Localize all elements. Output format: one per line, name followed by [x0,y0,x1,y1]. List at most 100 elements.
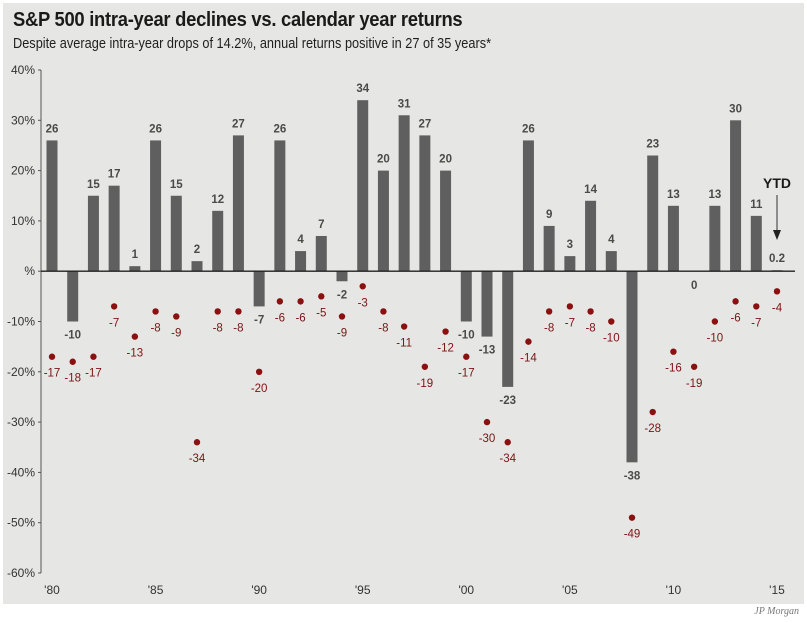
decline-label: -8 [150,322,160,334]
return-label: 31 [398,98,411,110]
return-label: 27 [418,118,431,130]
decline-label: -12 [437,343,454,355]
return-label: 13 [708,189,721,201]
decline-dot [110,303,118,310]
return-bar [129,266,141,272]
decline-dot [297,298,304,305]
y-tick-label: 30% [11,113,35,127]
decline-label: -17 [85,368,102,380]
y-tick-label: 20% [11,164,35,178]
decline-dot [131,333,139,340]
return-bar [336,271,348,282]
return-bar [481,271,493,337]
return-bar [67,271,79,322]
return-label: 12 [211,194,224,206]
decline-dot [235,308,242,315]
return-label: -23 [499,395,516,407]
decline-dot [587,308,594,315]
decline-label: -8 [378,322,388,334]
return-label: 3 [567,239,573,251]
x-tick-label: '85 [148,583,164,597]
return-label: 15 [87,179,100,191]
return-bar [667,205,679,272]
decline-dot [380,308,387,315]
decline-label: -10 [603,333,620,345]
return-label: 14 [584,184,597,196]
return-bar [170,195,182,272]
return-bar [419,135,431,272]
decline-label: -28 [644,423,661,435]
x-tick-label: '05 [562,583,578,597]
decline-label: -18 [64,373,81,385]
decline-dot [90,353,97,360]
return-bar [709,205,721,272]
return-label: -2 [337,289,347,301]
decline-dot [214,308,221,315]
return-label: 17 [108,169,121,181]
chart-panel: S&P 500 intra-year declines vs. calendar… [3,3,804,604]
return-bar [295,251,307,272]
return-bar [150,140,162,272]
return-label: 30 [729,103,742,115]
source-credit: JP Morgan [754,606,799,617]
return-label: 11 [750,199,763,211]
decline-label: -6 [275,312,285,324]
return-bar [647,155,659,272]
return-label: 0 [691,280,697,292]
decline-dot [421,363,429,370]
return-bar [87,195,99,272]
return-label: -7 [254,314,264,326]
decline-dot [255,368,263,375]
return-bar [46,140,58,272]
chart-title: S&P 500 intra-year declines vs. calendar… [13,9,463,31]
return-bar [212,210,224,272]
return-bar [253,271,265,307]
return-label: 4 [297,234,304,246]
decline-label: -13 [127,348,144,360]
decline-label: -8 [213,322,223,334]
decline-label: -10 [707,333,724,345]
decline-dot [690,363,698,370]
decline-dot [628,514,636,521]
decline-dot [483,418,491,426]
return-bar [543,225,555,272]
decline-dot [504,439,511,446]
decline-label: -5 [316,307,326,319]
return-bar [315,235,327,272]
return-bar [398,115,410,272]
decline-dot [193,439,201,446]
decline-label: -8 [233,322,243,334]
return-label: -13 [479,345,496,357]
y-tick-label: -10% [7,315,35,329]
return-bar [502,271,514,387]
decline-label: -16 [665,363,682,375]
return-bar [357,100,369,272]
return-bar [626,271,638,463]
decline-dot [649,408,656,416]
decline-label: -34 [499,453,516,465]
decline-label: -49 [624,529,641,541]
y-tick-label: 40% [11,63,35,77]
decline-dot [442,328,449,335]
return-label: 27 [232,118,245,130]
return-bar [460,271,472,322]
return-bar [564,256,576,272]
y-tick-label: -50% [7,516,35,530]
return-bar [232,135,244,272]
chart-subtitle: Despite average intra-year drops of 14.2… [13,36,492,52]
decline-label: -6 [295,312,305,324]
return-bar [191,261,203,272]
ytd-arrow-head [773,230,781,240]
return-bar [585,200,597,272]
return-bar [730,120,742,272]
decline-label: -30 [479,433,496,445]
return-label: 9 [546,209,552,221]
return-label: 26 [273,123,286,135]
return-label: 2 [194,244,200,256]
return-label: 7 [318,219,324,231]
return-label: -10 [458,330,475,342]
decline-dot [400,323,408,330]
decline-dot [753,303,760,310]
return-label: 26 [522,123,535,135]
decline-dot [545,308,553,315]
